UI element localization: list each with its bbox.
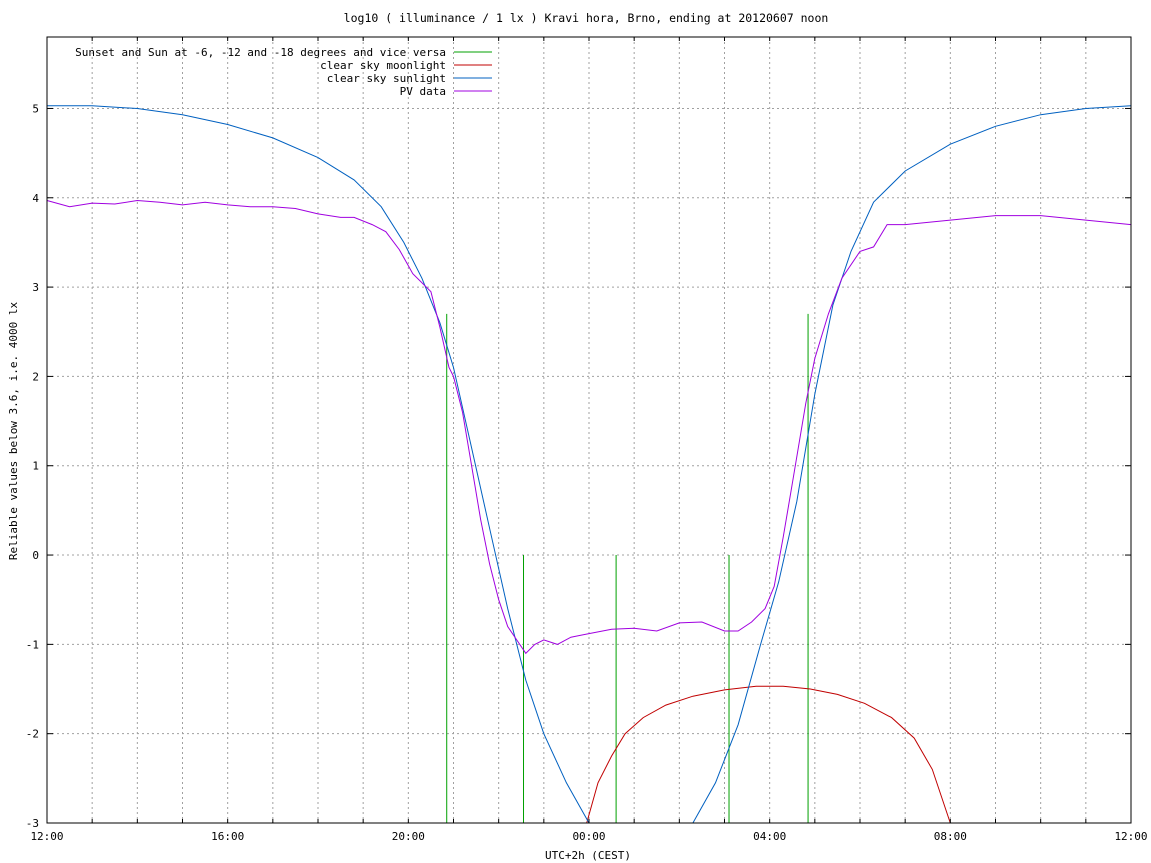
x-axis: 12:00 16:00 20:00 00:00 04:00 08:00 12:00 (30, 37, 1148, 843)
y-axis: -3 -2 -1 0 1 2 3 4 5 (26, 102, 1131, 830)
x-tick-label: 00:00 (572, 830, 605, 843)
legend-entry-label: PV data (400, 85, 446, 98)
legend: Sunset and Sun at -6, -12 and -18 degree… (75, 46, 492, 98)
y-tick-label: -2 (26, 728, 39, 741)
x-tick-label: 04:00 (753, 830, 786, 843)
x-tick-label: 20:00 (392, 830, 425, 843)
series-line-2 (47, 105, 1132, 824)
x-tick-label: 12:00 (1114, 830, 1147, 843)
y-axis-label: Reliable values below 3.6, i.e. 4000 lx (7, 301, 20, 560)
y-tick-label: 5 (32, 102, 39, 115)
y-tick-label: 0 (32, 549, 39, 562)
x-tick-label: 16:00 (211, 830, 244, 843)
x-tick-label: 08:00 (934, 830, 967, 843)
series-line-1 (586, 685, 951, 824)
chart-title: log10 ( illuminance / 1 lx ) Kravi hora,… (344, 11, 829, 25)
y-tick-label: 3 (32, 281, 39, 294)
y-tick-label: 4 (32, 192, 39, 205)
y-tick-label: -3 (26, 817, 39, 830)
y-tick-label: 1 (32, 460, 39, 473)
legend-entry-label: clear sky moonlight (320, 59, 446, 72)
legend-entry-label: Sunset and Sun at -6, -12 and -18 degree… (75, 46, 446, 59)
plot-frame (46, 36, 1132, 824)
x-axis-label: UTC+2h (CEST) (545, 849, 631, 862)
grid (47, 37, 1131, 823)
y-tick-label: 2 (32, 370, 39, 383)
y-tick-label: -1 (26, 638, 39, 651)
plot-area (46, 36, 1132, 824)
series-line-3 (46, 199, 1132, 655)
legend-entry-label: clear sky sunlight (327, 72, 446, 85)
x-tick-label: 12:00 (30, 830, 63, 843)
